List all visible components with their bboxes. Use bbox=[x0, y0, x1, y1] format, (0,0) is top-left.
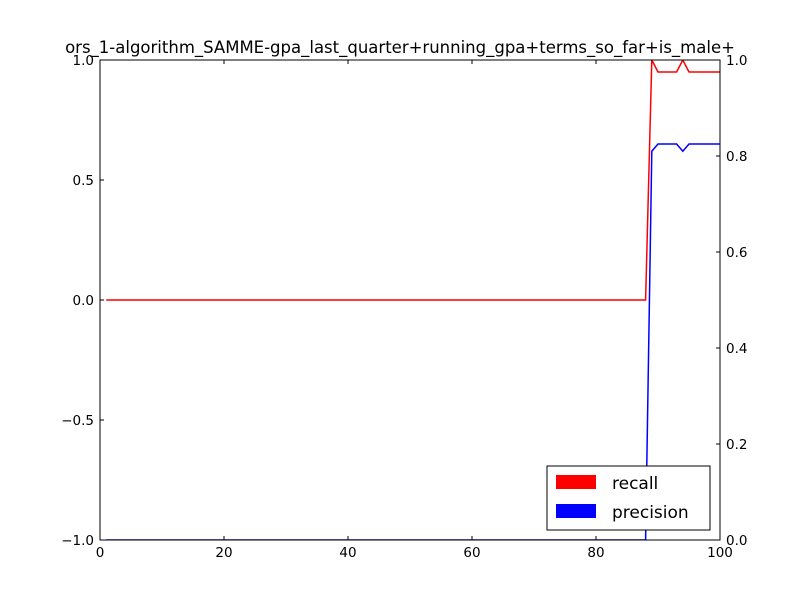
y-axis-left: −1.0 −0.5 0.0 0.5 1.0 bbox=[61, 53, 104, 549]
x-tick-label: 60 bbox=[463, 545, 480, 561]
y-right-tick-label: 0.6 bbox=[726, 245, 747, 261]
legend-swatch-precision bbox=[556, 504, 596, 518]
x-tick-label: 100 bbox=[707, 545, 733, 561]
y-left-tick-label: 0.0 bbox=[73, 293, 94, 309]
series-line-precision bbox=[106, 143, 720, 540]
y-left-tick-label: 0.5 bbox=[73, 173, 94, 189]
x-tick-label: 80 bbox=[587, 545, 604, 561]
y-left-tick-label: −0.5 bbox=[61, 413, 94, 429]
legend-label-recall: recall bbox=[612, 474, 658, 494]
series-line-recall bbox=[106, 60, 720, 301]
chart-title: ors_1-algorithm_SAMME-gpa_last_quarter+r… bbox=[65, 38, 735, 58]
legend-swatch-recall bbox=[556, 475, 596, 489]
y-left-tick-label: 1.0 bbox=[73, 53, 94, 69]
y-axis-right: 0.0 0.2 0.4 0.6 0.8 1.0 bbox=[716, 53, 747, 549]
x-tick-label: 20 bbox=[215, 545, 232, 561]
y-right-tick-label: 0.4 bbox=[726, 341, 747, 357]
legend: recall precision bbox=[546, 465, 711, 531]
y-right-tick-label: 0.2 bbox=[726, 437, 747, 453]
x-axis: 0 20 40 60 80 100 bbox=[96, 60, 733, 561]
x-tick-label: 40 bbox=[339, 545, 356, 561]
y-right-tick-label: 1.0 bbox=[726, 53, 747, 69]
series-layer bbox=[106, 60, 720, 540]
y-right-tick-label: 0.8 bbox=[726, 149, 747, 165]
y-left-tick-label: −1.0 bbox=[61, 533, 94, 549]
x-tick-label: 0 bbox=[96, 545, 105, 561]
legend-box bbox=[546, 465, 711, 531]
legend-label-precision: precision bbox=[612, 503, 689, 523]
y-right-tick-label: 0.0 bbox=[726, 533, 747, 549]
